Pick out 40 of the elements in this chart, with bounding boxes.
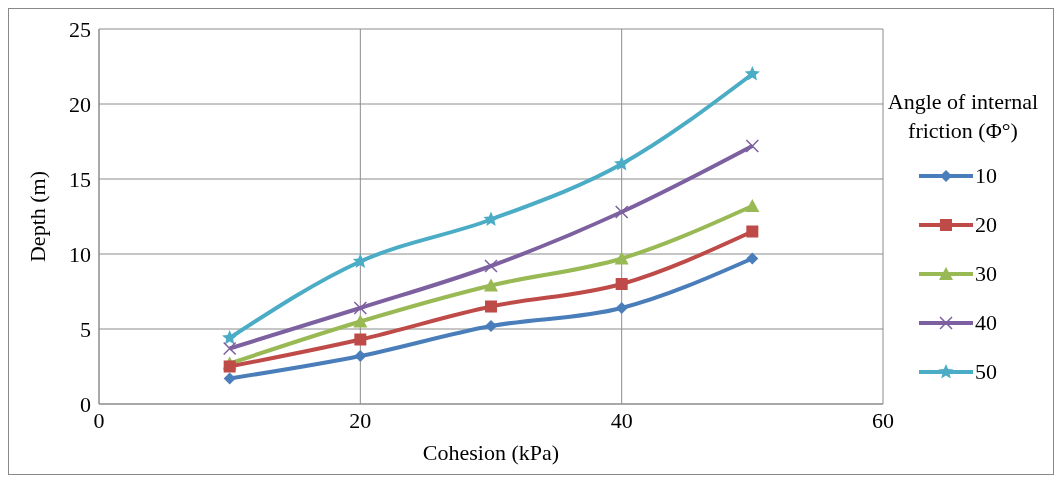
point — [615, 302, 628, 314]
point — [745, 139, 760, 153]
legend-label: 20 — [975, 211, 998, 238]
point — [352, 253, 368, 268]
x-tick-label: 40 — [610, 407, 633, 433]
point — [222, 330, 238, 345]
point — [746, 225, 759, 238]
point — [353, 314, 368, 328]
point — [744, 66, 760, 81]
point — [484, 278, 498, 292]
point — [745, 199, 760, 212]
point — [354, 333, 367, 346]
y-tick-label: 15 — [69, 166, 91, 192]
y-tick-label: 0 — [80, 391, 91, 417]
legend-label: 10 — [975, 162, 998, 189]
point — [484, 259, 498, 273]
point — [223, 372, 236, 385]
point — [485, 320, 497, 332]
point — [614, 251, 629, 265]
point — [614, 156, 630, 171]
point — [354, 350, 367, 362]
point — [485, 300, 497, 313]
point — [223, 360, 236, 373]
legend-label: 50 — [975, 358, 998, 385]
legend-title: Angle of internal friction (Φ°) — [886, 88, 1040, 145]
x-axis-title: Cohesion (kPa) — [422, 440, 560, 465]
y-tick-label: 20 — [69, 91, 91, 117]
y-tick-label: 5 — [80, 316, 91, 342]
legend-label: 30 — [975, 260, 998, 287]
point — [222, 341, 237, 356]
point — [615, 278, 628, 290]
x-tick-label: 60 — [872, 407, 894, 433]
y-tick-label: 25 — [69, 16, 91, 42]
point — [614, 205, 629, 219]
point — [353, 301, 368, 315]
legend-label: 40 — [975, 309, 998, 336]
y-axis-title: Depth (m) — [24, 170, 50, 263]
point — [746, 252, 759, 265]
x-tick-label: 20 — [349, 407, 372, 433]
y-tick-label: 10 — [69, 241, 91, 267]
